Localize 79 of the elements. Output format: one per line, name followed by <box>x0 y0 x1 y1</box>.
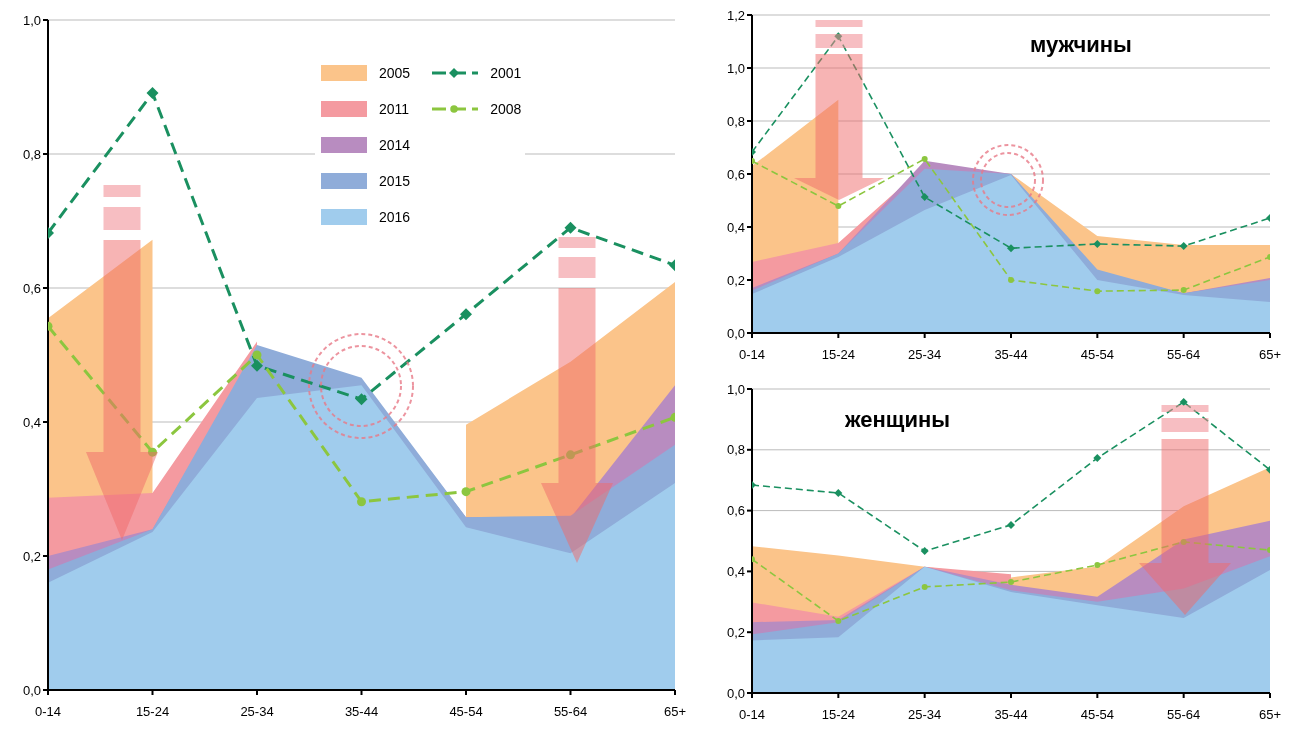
point <box>835 617 842 624</box>
point <box>460 308 472 321</box>
y-tick-label: 1,2 <box>726 7 745 23</box>
y-tick-label: 0,6 <box>726 166 745 182</box>
y-tick-label: 0,4 <box>726 564 745 580</box>
point <box>1007 244 1015 253</box>
legend-label: 2011 <box>379 101 410 117</box>
x-tick-label: 35-44 <box>344 704 379 720</box>
point <box>1180 538 1187 545</box>
legend-label: 2014 <box>379 137 411 153</box>
point <box>146 87 159 100</box>
legend-label: 2005 <box>379 65 411 81</box>
point <box>834 32 843 41</box>
point <box>1008 277 1014 283</box>
point <box>921 155 928 162</box>
x-tick-label: 55-64 <box>1167 347 1201 363</box>
y-tick-label: 1,0 <box>726 381 745 397</box>
text: женщины <box>845 407 950 433</box>
x-tick-label: 45-54 <box>449 704 483 720</box>
x-tick-label: 0-14 <box>34 704 62 720</box>
x-tick-label: 35-44 <box>994 707 1028 723</box>
y-tick-label: 0,0 <box>726 685 745 701</box>
point <box>1007 520 1015 529</box>
point <box>1094 562 1101 569</box>
point <box>834 488 843 497</box>
y-tick-label: 0,4 <box>726 219 745 235</box>
point <box>1093 239 1102 248</box>
x-tick-label: 65+ <box>663 704 687 720</box>
text: мужчины <box>1030 32 1132 58</box>
x-tick-label: 0-14 <box>738 347 766 363</box>
y-tick-label: 0,2 <box>726 624 745 640</box>
y-tick-label: 0,2 <box>726 272 745 288</box>
x-tick-label: 15-24 <box>135 704 170 720</box>
x-tick-label: 15-24 <box>821 707 855 723</box>
point <box>566 450 575 460</box>
x-tick-label: 25-34 <box>908 347 942 363</box>
point <box>564 221 577 234</box>
point <box>835 203 842 210</box>
legend-label: 2008 <box>490 101 522 117</box>
y-tick-label: 0,6 <box>726 503 745 519</box>
legend-label: 2001 <box>490 65 522 81</box>
y-tick-label: 0,4 <box>22 414 41 430</box>
point <box>920 193 929 202</box>
point <box>1094 288 1101 295</box>
x-tick-label: 25-34 <box>240 704 274 720</box>
y-tick-label: 1,0 <box>22 12 41 28</box>
y-tick-label: 0,8 <box>22 146 41 162</box>
point <box>1179 398 1188 407</box>
point <box>920 547 929 556</box>
y-tick-label: 0,2 <box>22 548 41 564</box>
legend-label: 2015 <box>379 173 411 189</box>
x-tick-label: 15-24 <box>821 347 855 363</box>
x-tick-label: 55-64 <box>553 704 588 720</box>
point <box>357 497 366 507</box>
point <box>252 350 262 360</box>
y-tick-label: 0,8 <box>726 113 745 129</box>
y-tick-label: 1,0 <box>726 60 745 76</box>
point <box>251 359 263 372</box>
x-tick-label: 35-44 <box>994 347 1028 363</box>
x-tick-label: 55-64 <box>1167 707 1201 723</box>
point <box>355 393 368 406</box>
point <box>1093 454 1102 463</box>
x-tick-label: 65+ <box>1258 347 1282 363</box>
point <box>1179 242 1188 251</box>
x-tick-label: 65+ <box>1258 707 1282 723</box>
point <box>461 487 471 497</box>
x-tick-label: 45-54 <box>1080 707 1114 723</box>
point <box>148 447 157 457</box>
point <box>1180 287 1187 294</box>
x-tick-label: 45-54 <box>1080 347 1114 363</box>
x-tick-label: 25-34 <box>908 707 942 723</box>
y-tick-label: 0,8 <box>726 442 745 458</box>
point <box>1008 579 1014 586</box>
y-tick-label: 0,6 <box>22 280 41 296</box>
y-tick-label: 0,0 <box>726 325 745 341</box>
legend-label: 2016 <box>379 209 411 225</box>
x-tick-label: 0-14 <box>738 707 766 723</box>
y-tick-label: 0,0 <box>22 682 41 698</box>
point <box>921 583 928 590</box>
